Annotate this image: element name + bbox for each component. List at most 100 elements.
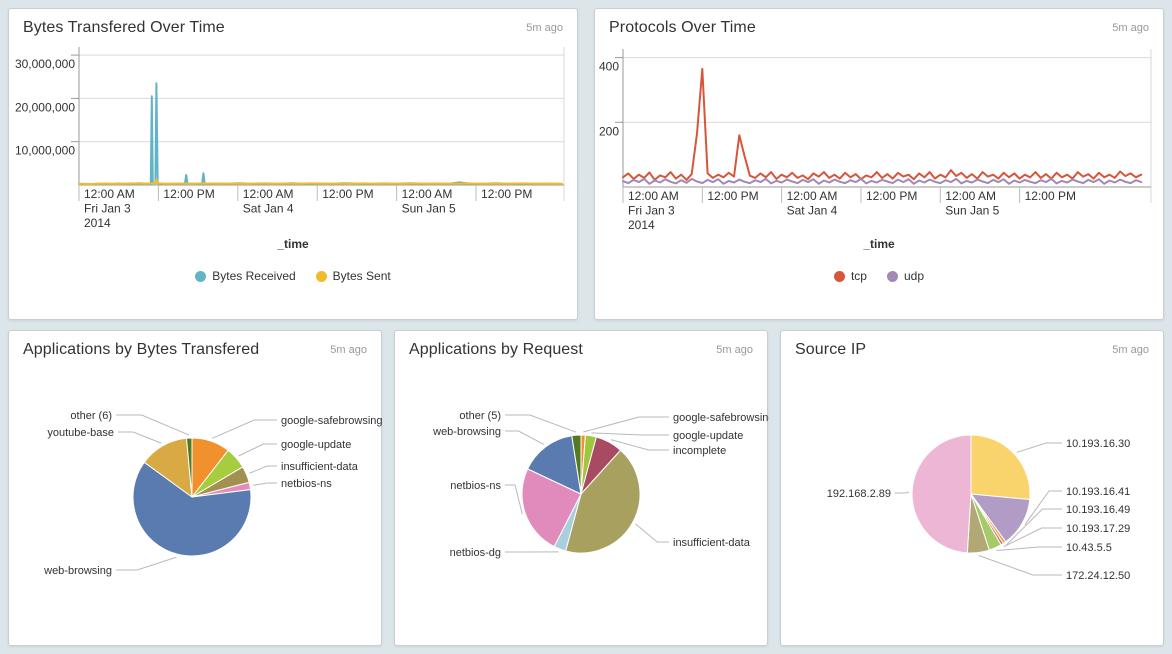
legend-color-dot (886, 270, 898, 282)
panel-title: Applications by Bytes Transfered (23, 341, 260, 358)
leader-line (118, 431, 162, 444)
legend-color-dot (833, 270, 845, 282)
pie-label-incomplete: incomplete (673, 445, 726, 457)
x-tick-label: Fri Jan 3 (84, 202, 131, 216)
leader-line (1003, 527, 1062, 548)
panel-protocols-over-time: Protocols Over Time 5m ago 200 400 12:00 A… (594, 8, 1164, 320)
pie-label-172.24.12.50: 172.24.12.50 (1066, 570, 1130, 582)
pie-label-insufficient-data: insufficient-data (281, 461, 359, 473)
leader-line (505, 484, 523, 515)
leader-line (505, 430, 545, 445)
y-tick-label: 20,000,000 (15, 100, 75, 114)
x-tick-label: 12:00 AM (945, 189, 996, 203)
pie-slice-other-5-[interactable] (571, 434, 582, 495)
pie-label-10.193.16.49: 10.193.16.49 (1066, 504, 1130, 516)
pie-slice-other-6-[interactable] (185, 437, 193, 498)
leader-line (1005, 508, 1062, 546)
panel-header: Protocols Over Time 5m ago (595, 9, 1163, 43)
x-tick-label: Sat Jan 4 (787, 204, 838, 218)
legend-label: tcp (850, 269, 867, 283)
leader-line (249, 465, 277, 474)
legend-color-dot (315, 270, 327, 282)
series-udp[interactable] (622, 177, 1143, 185)
pie-label-youtube-base: youtube-base (47, 427, 114, 439)
leader-line (635, 523, 669, 543)
x-axis-title: _time (863, 237, 895, 251)
leader-line (591, 432, 669, 436)
refresh-age-label: 5m ago (526, 22, 563, 34)
panel-source-ip: Source IP 5m ago 10.193.16.30 10.193.16.4… (780, 330, 1164, 646)
refresh-age-label: 5m ago (1112, 344, 1149, 356)
leader-line (996, 546, 1062, 551)
x-tick-label: 12:00 AM (787, 189, 838, 203)
leader-line (610, 439, 669, 451)
pie-slice-web-browsing[interactable] (526, 435, 582, 495)
chart-legend: tcp udp (595, 269, 1163, 283)
x-tick-label: 12:00 PM (1025, 189, 1076, 203)
panel-applications-by-bytes: Applications by Bytes Transfered 5m ago … (8, 330, 383, 647)
leader-line (895, 491, 910, 494)
applications-request-pie[interactable]: google-safebrowsing google-update incomple… (395, 331, 769, 647)
pie-label-10.193.17.29: 10.193.17.29 (1066, 523, 1130, 535)
legend-item-udp[interactable]: udp (886, 269, 924, 283)
pie-label-192.168.2.89: 192.168.2.89 (827, 488, 891, 500)
legend-label: Bytes Received (212, 269, 296, 283)
x-tick-label: 12:00 AM (402, 187, 453, 201)
pie-label-google-safebrowsing: google-safebrowsing (281, 415, 383, 427)
pie-label-10.193.16.41: 10.193.16.41 (1066, 486, 1130, 498)
pie-slice-netbios-ns[interactable] (521, 468, 582, 548)
pie-slice-10.193.16.30[interactable] (970, 434, 1031, 501)
refresh-age-label: 5m ago (1112, 22, 1149, 34)
x-tick-label: Sun Jan 5 (402, 202, 456, 216)
panel-applications-by-request: Applications by Request 5m ago google-sa… (394, 330, 769, 647)
legend-label: Bytes Sent (332, 269, 391, 283)
leader-line (238, 443, 277, 457)
y-tick-label: 200 (599, 124, 619, 138)
source-ip-pie[interactable]: 10.193.16.30 10.193.16.41 10.193.16.49 10.1… (781, 331, 1165, 647)
y-tick-label: 400 (599, 60, 619, 74)
panel-header: Applications by Bytes Transfered 5m ago (9, 331, 381, 365)
pie-label-10.193.16.30: 10.193.16.30 (1066, 438, 1130, 450)
leader-line (583, 416, 669, 433)
pie-label-10.43.5.5: 10.43.5.5 (1066, 542, 1112, 554)
pie-label-web-browsing: web-browsing (43, 565, 112, 577)
panel-bytes-transfered-over-time: Bytes Transfered Over Time 5m ago 10,000… (8, 8, 578, 320)
series-bytes-sent[interactable] (78, 178, 563, 185)
legend-item-bytes-received[interactable]: Bytes Received (195, 269, 296, 283)
applications-bytes-pie[interactable]: google-safebrowsing google-update insuffic… (9, 331, 383, 647)
panel-header: Bytes Transfered Over Time 5m ago (9, 9, 577, 43)
leader-line (978, 555, 1062, 576)
x-tick-label: Sat Jan 4 (243, 202, 294, 216)
x-tick-label: 2014 (628, 218, 655, 232)
y-tick-label: 10,000,000 (15, 144, 75, 158)
pie-label-netbios-ns: netbios-ns (450, 480, 501, 492)
x-tick-label: Fri Jan 3 (628, 204, 675, 218)
x-tick-label: 12:00 PM (707, 189, 758, 203)
legend-item-tcp[interactable]: tcp (833, 269, 867, 283)
x-tick-label: 12:00 PM (481, 187, 532, 201)
panel-title: Protocols Over Time (609, 19, 756, 36)
pie-slice-web-browsing[interactable] (132, 461, 252, 557)
x-tick-label: 12:00 PM (163, 187, 214, 201)
refresh-age-label: 5m ago (330, 344, 367, 356)
legend-item-bytes-sent[interactable]: Bytes Sent (315, 269, 391, 283)
pie-label-netbios-dg: netbios-dg (450, 547, 501, 559)
pie-label-netbios-ns: netbios-ns (281, 478, 332, 490)
panel-title: Bytes Transfered Over Time (23, 19, 225, 36)
x-tick-label: 12:00 AM (243, 187, 294, 201)
series-tcp[interactable] (622, 67, 1143, 181)
pie-label-google-update: google-update (281, 439, 351, 451)
pie-label-web-browsing: web-browsing (432, 426, 501, 438)
pie-label-google-update: google-update (673, 430, 743, 442)
x-tick-label: 12:00 PM (322, 187, 373, 201)
pie-label-google-safebrowsing: google-safebrowsing (673, 412, 769, 424)
leader-line (252, 482, 277, 486)
leader-line (211, 419, 277, 439)
pie-slice-192.168.2.89[interactable] (911, 434, 972, 554)
leader-line (1016, 442, 1062, 453)
legend-color-dot (195, 270, 207, 282)
pie-slice-insufficient-data[interactable] (564, 449, 641, 554)
